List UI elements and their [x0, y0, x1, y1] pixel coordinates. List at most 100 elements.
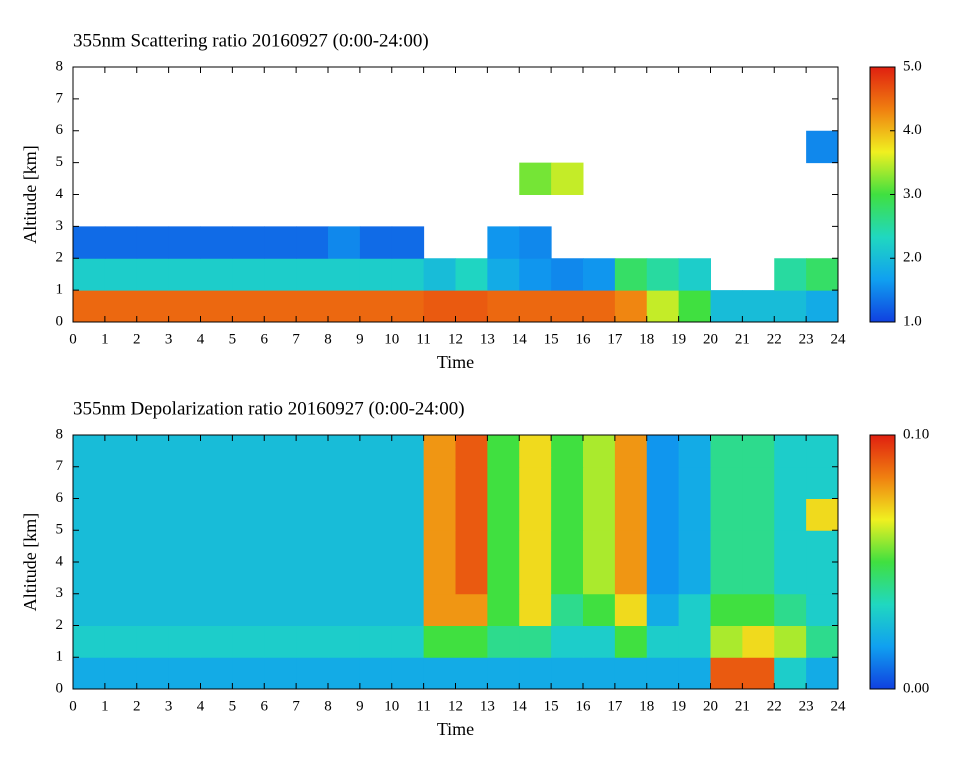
- x-tick-label: 9: [356, 698, 364, 714]
- heat-cell: [168, 593, 201, 626]
- heat-cell: [73, 498, 106, 531]
- heat-cell: [646, 562, 680, 595]
- x-tick-label: 5: [229, 698, 237, 714]
- y-tick-label: 0: [56, 680, 64, 696]
- heat-cell: [264, 498, 297, 531]
- heat-cell: [136, 226, 170, 259]
- heat-cell: [583, 625, 616, 658]
- heat-cell: [583, 435, 616, 468]
- heat-cell: [136, 498, 170, 531]
- heat-cell: [264, 226, 297, 259]
- x-tick-label: 14: [512, 331, 528, 347]
- heat-cell: [264, 435, 297, 468]
- heat-cell: [806, 466, 839, 499]
- heat-cell: [614, 593, 648, 626]
- heat-cell: [487, 466, 520, 499]
- heat-cell: [391, 657, 425, 690]
- heat-cell: [742, 562, 775, 595]
- heat-cell: [519, 530, 552, 563]
- heat-cell: [232, 498, 265, 531]
- heat-cell: [455, 530, 488, 563]
- y-tick-label: 5: [56, 154, 64, 170]
- heat-cell: [104, 226, 138, 259]
- heat-cell: [551, 625, 584, 658]
- heat-cell: [583, 530, 616, 563]
- heat-cell: [423, 562, 456, 595]
- heat-cell: [646, 290, 680, 323]
- heat-cell: [583, 290, 616, 323]
- heat-cell: [296, 226, 329, 259]
- x-tick-label: 19: [671, 698, 686, 714]
- heat-cell: [168, 498, 201, 531]
- heat-cell: [200, 290, 233, 323]
- x-tick-label: 15: [544, 331, 559, 347]
- heat-cell: [519, 466, 552, 499]
- heat-cell: [328, 258, 361, 291]
- heat-cell: [232, 258, 265, 291]
- heat-cell: [168, 226, 201, 259]
- heat-cell: [614, 290, 648, 323]
- x-tick-label: 20: [703, 331, 718, 347]
- heat-cell: [136, 562, 170, 595]
- heat-cell: [710, 290, 743, 323]
- heat-cell: [328, 530, 361, 563]
- x-tick-label: 23: [799, 331, 814, 347]
- y-tick-label: 3: [56, 218, 64, 234]
- heat-cell: [710, 562, 743, 595]
- heat-cell: [710, 657, 743, 690]
- heat-cell: [519, 162, 552, 195]
- heat-cell: [168, 530, 201, 563]
- y-axis-label: Altitude [km]: [20, 513, 40, 611]
- heat-cell: [104, 657, 138, 690]
- heat-cell: [710, 593, 743, 626]
- heat-cell: [264, 258, 297, 291]
- heat-cell: [232, 657, 265, 690]
- heat-cell: [583, 593, 616, 626]
- x-tick-label: 11: [416, 331, 430, 347]
- heat-cell: [168, 466, 201, 499]
- heat-cell: [519, 593, 552, 626]
- heat-cell: [551, 290, 584, 323]
- heat-cell: [455, 258, 488, 291]
- heat-cell: [678, 562, 711, 595]
- x-tick-label: 10: [384, 698, 399, 714]
- heat-cell: [551, 258, 584, 291]
- heat-cell: [455, 435, 488, 468]
- x-tick-label: 9: [356, 331, 364, 347]
- heat-cell: [104, 466, 138, 499]
- heat-cell: [73, 258, 106, 291]
- heat-cell: [391, 562, 425, 595]
- x-tick-label: 1: [101, 698, 109, 714]
- heat-cell: [614, 258, 648, 291]
- heat-cell: [614, 466, 648, 499]
- heat-cell: [806, 562, 839, 595]
- heat-cell: [583, 562, 616, 595]
- chart-title: 355nm Depolarization ratio 20160927 (0:0…: [73, 398, 465, 419]
- x-tick-label: 6: [261, 331, 269, 347]
- colorbar-tick-label: 1.0: [903, 313, 922, 329]
- x-tick-label: 7: [292, 331, 300, 347]
- heat-cell: [455, 593, 488, 626]
- heat-cell: [200, 466, 233, 499]
- heat-cell: [614, 562, 648, 595]
- heat-cell: [200, 593, 233, 626]
- heat-cell: [73, 466, 106, 499]
- x-tick-label: 21: [735, 331, 750, 347]
- heat-cell: [73, 657, 106, 690]
- heat-cell: [359, 435, 393, 468]
- heat-cell: [296, 435, 329, 468]
- heat-cell: [614, 498, 648, 531]
- heat-cell: [232, 562, 265, 595]
- heat-cell: [646, 435, 680, 468]
- heat-cell: [232, 530, 265, 563]
- y-tick-label: 3: [56, 585, 64, 601]
- x-tick-label: 17: [607, 331, 623, 347]
- heat-cell: [774, 435, 807, 468]
- heat-cell: [73, 226, 106, 259]
- heat-cell: [328, 657, 361, 690]
- heat-cell: [200, 530, 233, 563]
- x-tick-label: 10: [384, 331, 399, 347]
- heat-cell: [519, 258, 552, 291]
